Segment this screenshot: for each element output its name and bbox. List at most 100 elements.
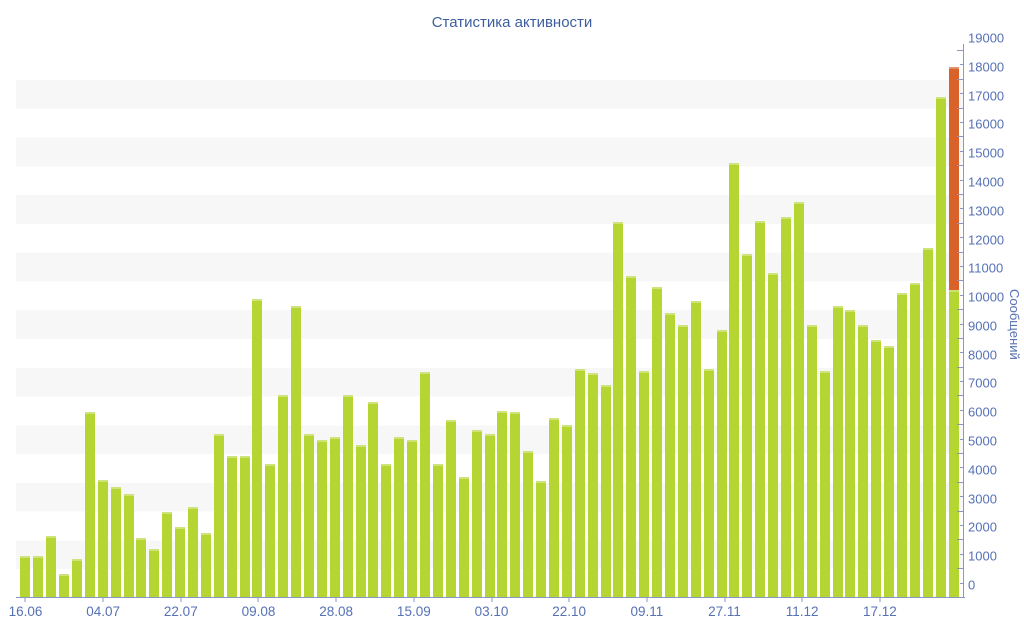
bar[interactable] (72, 559, 82, 598)
bar[interactable] (110, 487, 121, 598)
bar[interactable] (162, 511, 173, 598)
bar[interactable] (935, 97, 946, 598)
bars-container (19, 51, 960, 598)
bar[interactable] (626, 275, 637, 598)
bar-current-period[interactable] (948, 66, 959, 598)
bar[interactable] (291, 305, 302, 598)
y-minor-tick (960, 237, 964, 239)
bar[interactable] (497, 410, 508, 598)
x-axis-tick (24, 598, 26, 602)
bar[interactable] (523, 451, 534, 598)
bar[interactable] (909, 282, 920, 598)
bar[interactable] (188, 507, 199, 598)
bar[interactable] (677, 324, 688, 598)
y-minor-tick (960, 294, 964, 296)
bar[interactable] (200, 533, 211, 598)
bar[interactable] (252, 298, 263, 598)
bar[interactable] (136, 537, 147, 598)
x-axis-date-label: 15.09 (396, 604, 431, 619)
bar-slot (393, 51, 406, 598)
y-minor-tick (960, 381, 964, 383)
bar-slot (921, 51, 934, 598)
bar[interactable] (471, 429, 482, 598)
bar-base-segment[interactable] (948, 289, 959, 598)
bar[interactable] (123, 494, 134, 598)
bar[interactable] (149, 549, 160, 598)
bar-slot (612, 51, 625, 598)
bar[interactable] (806, 324, 817, 598)
bar[interactable] (59, 573, 70, 598)
bar[interactable] (536, 481, 547, 598)
bar[interactable] (819, 370, 830, 598)
bar[interactable] (407, 439, 418, 598)
bar-slot (58, 51, 71, 598)
y-axis-tick-label: 0 (968, 577, 976, 593)
bar[interactable] (33, 556, 44, 598)
bar-highlight-segment[interactable] (948, 66, 959, 290)
bar[interactable] (316, 439, 327, 598)
bar[interactable] (368, 402, 379, 598)
bar[interactable] (84, 412, 95, 598)
bar[interactable] (574, 369, 585, 598)
bar-slot (354, 51, 367, 598)
bar[interactable] (265, 464, 276, 598)
x-axis-date-label: 03.10 (474, 604, 509, 619)
bar[interactable] (355, 445, 366, 598)
y-axis-tick-label: 17000 (968, 88, 1005, 104)
bar-slot (83, 51, 96, 598)
bar[interactable] (716, 330, 727, 598)
bar[interactable] (897, 292, 907, 598)
bar[interactable] (239, 455, 250, 598)
bar[interactable] (342, 395, 353, 598)
bar[interactable] (742, 253, 753, 598)
bar[interactable] (587, 373, 598, 598)
bar[interactable] (432, 464, 443, 598)
bar-slot (457, 51, 470, 598)
bar[interactable] (510, 412, 521, 598)
bar[interactable] (922, 248, 933, 598)
bar-slot (908, 51, 921, 598)
bar-slot (277, 51, 290, 598)
bar-slot (676, 51, 689, 598)
bar[interactable] (420, 372, 431, 598)
bar[interactable] (793, 202, 804, 598)
bar[interactable] (755, 220, 766, 598)
bar[interactable] (768, 272, 779, 598)
bar[interactable] (175, 527, 186, 598)
x-axis-tick (102, 598, 104, 602)
y-axis-tick-label: 3000 (968, 491, 997, 507)
bar[interactable] (703, 369, 714, 598)
bar[interactable] (664, 312, 675, 598)
y-axis-tick-label: 4000 (968, 462, 997, 478)
bar[interactable] (278, 395, 289, 598)
bar[interactable] (780, 216, 791, 598)
bar[interactable] (97, 479, 108, 598)
bar[interactable] (304, 433, 315, 598)
bar[interactable] (871, 340, 882, 598)
bar[interactable] (484, 433, 495, 598)
bar[interactable] (394, 436, 405, 598)
bar[interactable] (329, 436, 340, 598)
bar[interactable] (690, 301, 701, 598)
bar[interactable] (381, 464, 392, 598)
bar[interactable] (845, 310, 856, 598)
bar[interactable] (561, 425, 572, 598)
bar[interactable] (729, 163, 740, 598)
bar[interactable] (858, 324, 869, 598)
bar[interactable] (458, 477, 469, 598)
bar-slot (109, 51, 122, 598)
bar[interactable] (213, 433, 224, 598)
bar[interactable] (832, 305, 843, 598)
bar[interactable] (548, 418, 559, 598)
bar[interactable] (652, 287, 663, 598)
bar[interactable] (884, 346, 895, 598)
bar[interactable] (46, 536, 57, 598)
bar[interactable] (226, 455, 237, 598)
bar[interactable] (445, 419, 456, 598)
y-axis-labels: 0 1000 2000 3000 4000 5000 6000 7000 8000 9000 100… (968, 32, 1020, 598)
bar[interactable] (613, 222, 624, 598)
bar-slot (483, 51, 496, 598)
bar[interactable] (600, 384, 611, 598)
bar[interactable] (639, 370, 650, 598)
bar[interactable] (20, 556, 31, 598)
